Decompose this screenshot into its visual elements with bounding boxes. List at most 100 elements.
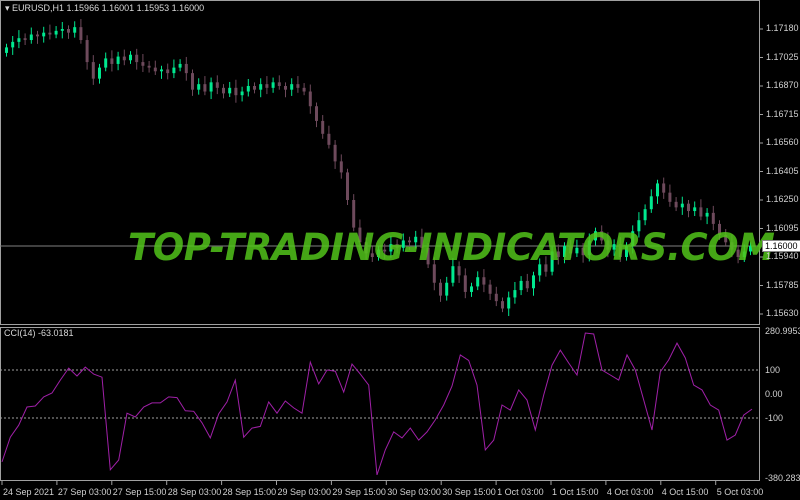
candle-body	[401, 240, 405, 248]
time-label: 24 Sep 2021	[3, 487, 55, 497]
price-label: 1.17180	[766, 23, 799, 33]
candle-body	[91, 62, 95, 79]
candle-body	[73, 27, 77, 33]
candle-body	[482, 277, 486, 285]
candle-body	[476, 277, 480, 287]
candle-body	[203, 84, 207, 92]
candle-body	[501, 301, 504, 309]
candle-body	[594, 231, 597, 241]
candle-body	[705, 212, 709, 217]
candle-body	[662, 183, 666, 193]
candle-body	[649, 196, 653, 210]
candle-body	[265, 84, 269, 88]
candle-body	[550, 251, 554, 272]
time-label: 28 Sep 15:00	[222, 487, 277, 497]
candle-body	[724, 234, 728, 243]
price-label: 1.16095	[766, 222, 799, 233]
candle-body	[569, 245, 573, 254]
candle-body	[581, 247, 585, 256]
candle-body	[451, 266, 455, 283]
candle-body	[544, 264, 548, 272]
candle-body	[414, 236, 418, 243]
candle-body	[680, 203, 684, 208]
candle-body	[116, 56, 120, 64]
candle-body	[29, 34, 33, 41]
symbol-ohlc: EURUSD,H1 1.15966 1.16001 1.15953 1.1600…	[12, 3, 205, 13]
cci-title: CCI(14) -63.0181	[4, 328, 74, 338]
candle-body	[147, 65, 151, 68]
candle-body	[296, 84, 300, 88]
candle-body	[364, 242, 368, 254]
price-label: 1.16405	[766, 165, 799, 176]
symbol-info: ▾ EURUSD,H1 1.15966 1.16001 1.15953 1.16…	[5, 3, 205, 13]
candle-body	[141, 62, 145, 66]
candle-body	[383, 249, 387, 252]
candle-body	[222, 87, 225, 94]
price-label: 1.16715	[766, 108, 799, 119]
candle-body	[625, 245, 628, 257]
candle-body	[370, 253, 374, 257]
time-label: 29 Sep 03:00	[277, 487, 332, 497]
price-label: 1.16250	[766, 194, 799, 204]
candle-body	[358, 227, 362, 243]
candle-body	[556, 251, 560, 257]
candle-body	[513, 290, 517, 298]
candle-body	[48, 32, 52, 35]
candle-body	[718, 223, 721, 235]
candle-body	[439, 282, 442, 296]
time-label: 5 Oct 03:00	[716, 487, 764, 497]
candle-body	[11, 41, 15, 48]
price-label: 1.16560	[766, 137, 799, 147]
candle-body	[637, 220, 641, 232]
candle-body	[67, 29, 70, 33]
candle-body	[197, 84, 201, 90]
candle-body	[532, 275, 535, 289]
candle-body	[23, 38, 27, 41]
candle-body	[228, 87, 232, 94]
time-label: 4 Oct 03:00	[606, 487, 654, 497]
candle-body	[432, 264, 436, 283]
candle-body	[315, 106, 318, 121]
candle-body	[575, 247, 579, 254]
candle-body	[643, 209, 647, 221]
candle-body	[749, 245, 752, 252]
candle-body	[445, 282, 449, 296]
cci-line	[1, 332, 753, 476]
candle-body	[525, 280, 529, 289]
candle-body	[408, 240, 411, 243]
candle-body	[612, 244, 616, 250]
candle-body	[277, 82, 281, 86]
candle-body	[160, 69, 163, 72]
candle-body	[271, 82, 275, 88]
candle-body	[389, 244, 393, 252]
candle-body	[736, 249, 740, 257]
time-label: 1 Oct 15:00	[552, 487, 599, 497]
candle-body	[333, 144, 337, 162]
time-label: 29 Sep 15:00	[332, 487, 386, 497]
candle-body	[742, 251, 746, 257]
candle-body	[184, 63, 188, 74]
cci-min-label: -380.2839	[765, 473, 800, 483]
candle-body	[327, 133, 331, 145]
candle-body	[321, 120, 325, 134]
price-label: 1.15940	[766, 251, 799, 261]
candle-body	[98, 67, 101, 79]
candle-body	[538, 264, 542, 276]
candle-body	[122, 56, 126, 61]
candle-body	[178, 63, 182, 68]
candle-body	[519, 280, 523, 291]
candle-body	[656, 183, 659, 197]
time-label: 1 Oct 03:00	[497, 487, 544, 497]
cci-panel	[0, 332, 759, 476]
candle-body	[395, 244, 399, 248]
candle-body	[668, 192, 672, 202]
candle-body	[606, 240, 610, 250]
candle-body	[302, 87, 306, 92]
time-label: 30 Sep 03:00	[387, 487, 441, 497]
candle-body	[600, 231, 604, 241]
candle-body	[153, 67, 157, 72]
candle-body	[463, 275, 467, 292]
candle-body	[253, 86, 256, 90]
indicator-panel-border	[0, 327, 760, 481]
